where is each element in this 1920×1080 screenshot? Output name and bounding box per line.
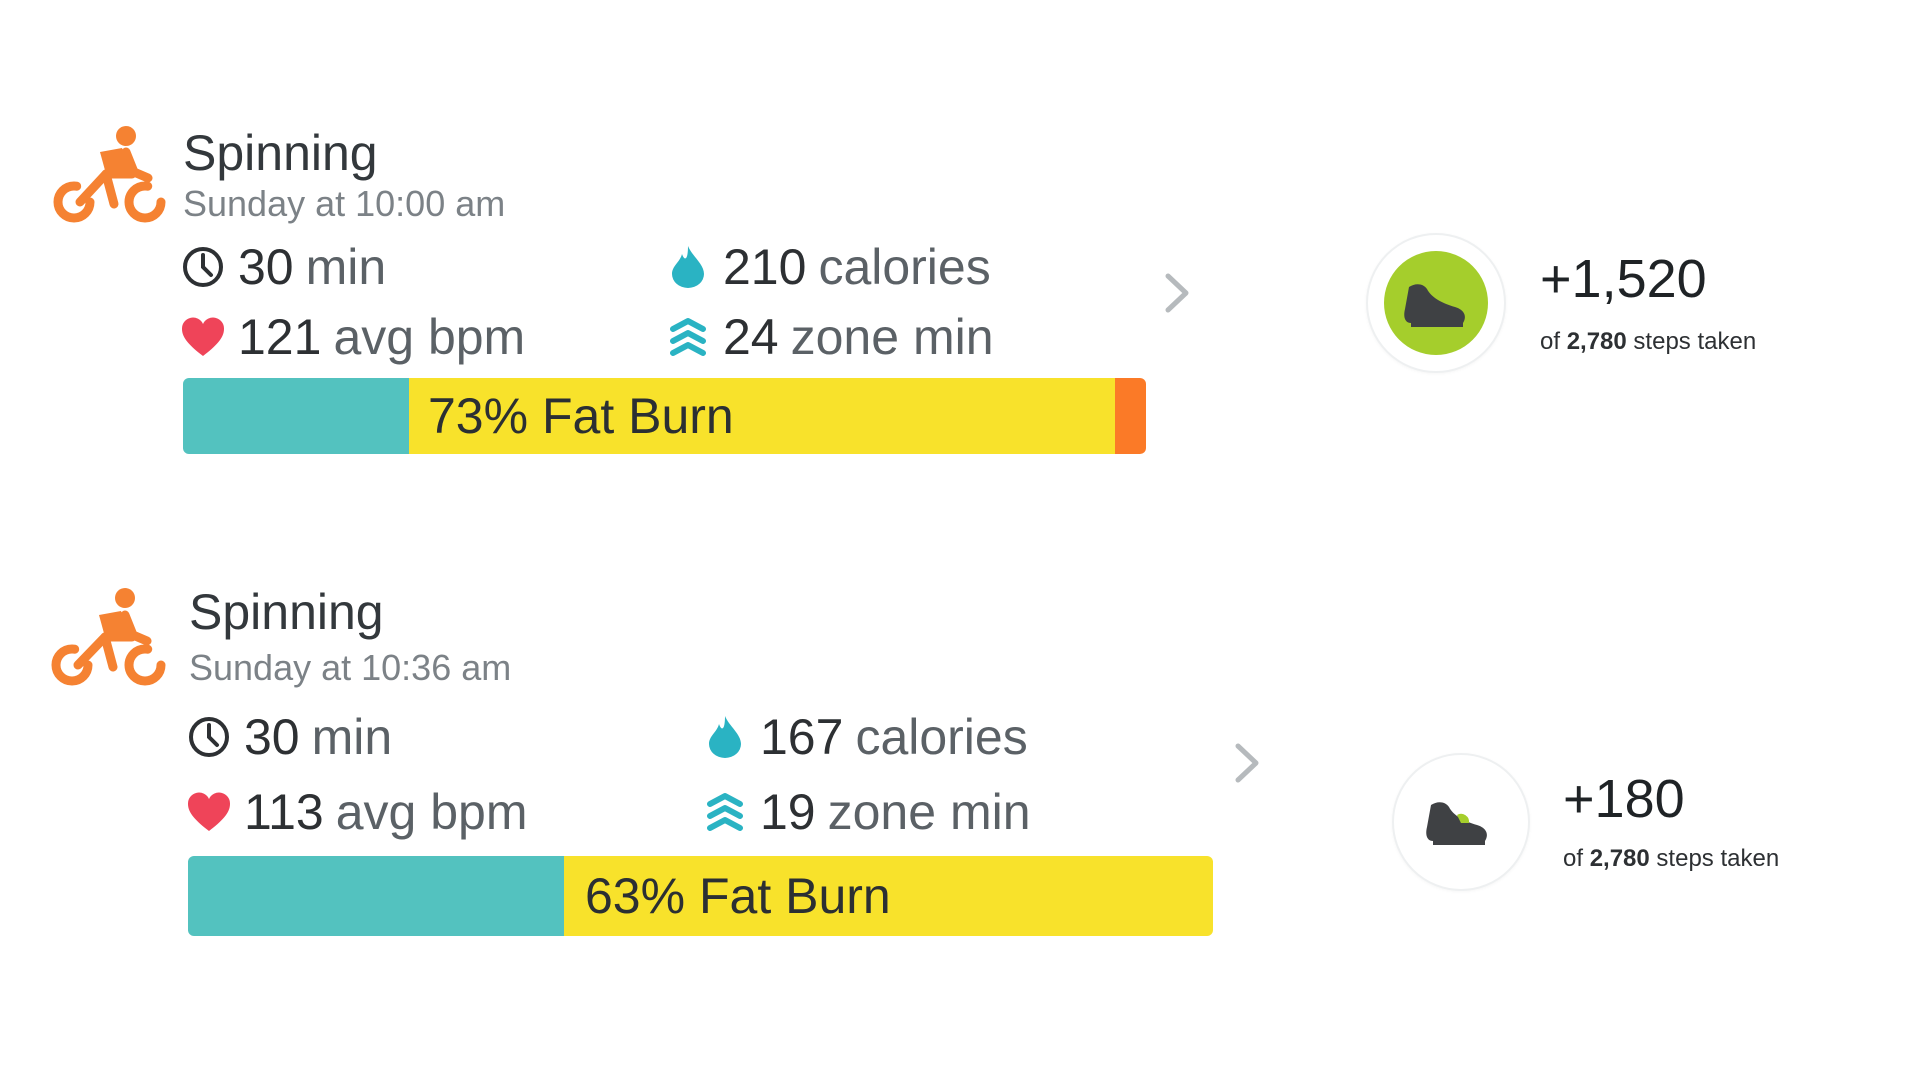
steps-gained: +1,520 xyxy=(1540,249,1707,309)
chevron-right-icon[interactable] xyxy=(1160,268,1194,318)
calories-unit: calories xyxy=(818,239,991,295)
cardio-segment xyxy=(1115,378,1146,454)
steps-total: 2,780 xyxy=(1589,845,1650,872)
duration-value: 30 xyxy=(238,239,294,295)
calories-stat: 167 calories xyxy=(702,708,1028,766)
calories-unit: calories xyxy=(855,709,1028,765)
heart-zones-bar: 63% Fat Burn xyxy=(188,856,1213,936)
heart-rate-stat: 113 avg bpm xyxy=(186,783,528,841)
fat-burn-segment xyxy=(409,378,1116,454)
shoe-icon xyxy=(1404,284,1465,327)
duration-stat: 30 min xyxy=(186,708,392,766)
heart-rate-unit: avg bpm xyxy=(333,309,526,365)
zone-minutes-unit: zone min xyxy=(827,784,1031,840)
steps-total: 2,780 xyxy=(1566,328,1627,355)
steps-progress-ring xyxy=(1392,753,1530,891)
chevron-right-icon[interactable] xyxy=(1230,738,1264,788)
activity-title: Spinning xyxy=(189,584,384,640)
duration-value: 30 xyxy=(244,709,300,765)
zone-minutes-icon xyxy=(702,789,748,835)
heart-icon xyxy=(180,314,226,360)
zone-summary-label: 73% Fat Burn xyxy=(428,388,734,444)
flame-icon xyxy=(702,714,748,760)
activity-time: Sunday at 10:36 am xyxy=(189,647,512,688)
heart-rate-value: 121 xyxy=(238,309,322,365)
fat-burn-segment xyxy=(564,856,1213,936)
calories-stat: 210 calories xyxy=(665,238,991,296)
duration-unit: min xyxy=(305,239,387,295)
clock-icon xyxy=(186,714,232,760)
zone-minutes-icon xyxy=(665,314,711,360)
calories-value: 210 xyxy=(723,239,807,295)
bike-icon xyxy=(51,588,166,686)
activity-title: Spinning xyxy=(183,125,378,181)
bike-icon xyxy=(53,126,166,223)
flame-icon xyxy=(665,244,711,290)
shoe-icon xyxy=(1426,802,1487,845)
zone-minutes-unit: zone min xyxy=(790,309,994,365)
below-zone-segment xyxy=(188,856,565,936)
heart-icon xyxy=(186,789,232,835)
below-zone-segment xyxy=(183,378,410,454)
heart-rate-value: 113 xyxy=(244,784,324,840)
clock-icon xyxy=(180,244,226,290)
steps-progress-fill xyxy=(1384,251,1488,355)
calories-value: 167 xyxy=(760,709,844,765)
zone-minutes-stat: 24 zone min xyxy=(665,308,994,366)
duration-stat: 30 min xyxy=(180,238,386,296)
heart-zones-bar: 73% Fat Burn xyxy=(183,378,1146,454)
heart-rate-stat: 121 avg bpm xyxy=(180,308,525,366)
activity-time: Sunday at 10:00 am xyxy=(183,183,506,224)
steps-gained: +180 xyxy=(1563,769,1685,829)
steps-progress-ring xyxy=(1366,233,1506,373)
heart-rate-unit: avg bpm xyxy=(335,784,528,840)
steps-caption: of 2,780 steps taken xyxy=(1563,845,1780,872)
steps-caption: of 2,780 steps taken xyxy=(1540,328,1757,355)
zone-minutes-value: 24 xyxy=(723,309,779,365)
duration-unit: min xyxy=(311,709,393,765)
zone-summary-label: 63% Fat Burn xyxy=(585,868,891,924)
zone-minutes-stat: 19 zone min xyxy=(702,783,1031,841)
zone-minutes-value: 19 xyxy=(760,784,816,840)
